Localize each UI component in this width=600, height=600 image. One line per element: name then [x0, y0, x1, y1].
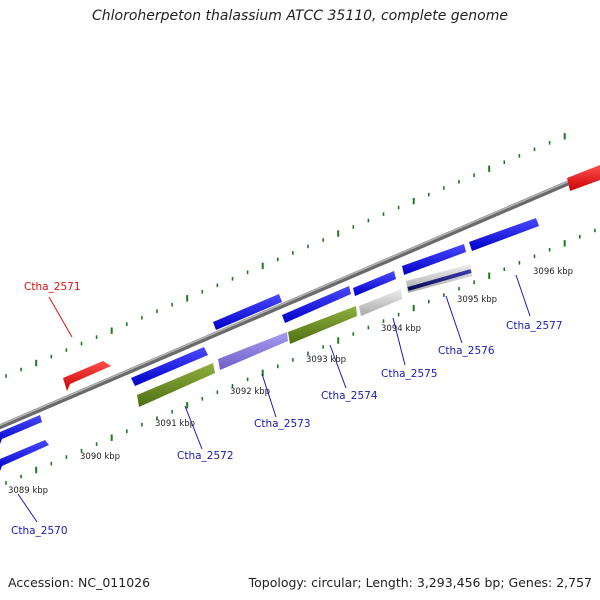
genome-title: Chloroherpeton thalassium ATCC 35110, co… — [92, 8, 508, 24]
gene-feature-left-1[interactable] — [0, 415, 42, 444]
leader-ctha-2577 — [515, 274, 531, 317]
gene-label-ctha-2574[interactable]: Ctha_2574 — [321, 390, 378, 402]
gene-label-ctha-2577[interactable]: Ctha_2577 — [506, 320, 563, 332]
kbp-tick-3094: 3094 kbp — [381, 324, 421, 334]
kbp-tick-3095: 3095 kbp — [457, 295, 497, 305]
gene-feature-right-rna[interactable] — [567, 165, 600, 191]
inner-tick-track — [5, 228, 596, 485]
kbp-tick-3093: 3093 kbp — [306, 355, 346, 365]
gene-feature-ctha-2572-fwd[interactable] — [131, 347, 208, 386]
kbp-tick-3096: 3096 kbp — [533, 267, 573, 277]
leader-ctha-2573 — [261, 373, 277, 418]
kbp-tick-3090: 3090 kbp — [80, 452, 120, 462]
kbp-tick-3089: 3089 kbp — [8, 486, 48, 496]
leader-ctha-2571 — [48, 296, 73, 338]
gene-feature-ctha-2571[interactable] — [63, 361, 111, 391]
gene-feature-ctha-2574[interactable] — [288, 306, 357, 344]
gene-feature-ctha-2573[interactable] — [218, 332, 288, 370]
leader-ctha-2575 — [392, 317, 406, 366]
gene-label-ctha-2576[interactable]: Ctha_2576 — [438, 345, 495, 357]
gene-feature-ctha-2574-fwd[interactable] — [282, 286, 351, 323]
leader-ctha-2572 — [184, 405, 203, 450]
outer-tick-track — [5, 133, 566, 378]
gene-feature-ctha-2573-fwd[interactable] — [213, 294, 282, 330]
leader-ctha-2570 — [17, 493, 38, 523]
gene-label-ctha-2575[interactable]: Ctha_2575 — [381, 368, 438, 380]
gene-feature-ctha-2575-fwd[interactable] — [353, 271, 396, 296]
leader-ctha-2576 — [445, 295, 463, 344]
gene-label-ctha-2572[interactable]: Ctha_2572 — [177, 450, 234, 462]
kbp-tick-3091: 3091 kbp — [155, 419, 195, 429]
gene-feature-ctha-2576-fwd[interactable] — [402, 244, 466, 275]
gene-feature-left-2[interactable] — [0, 440, 49, 471]
kbp-tick-3092: 3092 kbp — [230, 387, 270, 397]
gene-label-ctha-2573[interactable]: Ctha_2573 — [254, 418, 311, 430]
leader-ctha-2574 — [329, 344, 347, 389]
genome-backbone — [0, 166, 600, 430]
gene-label-ctha-2570[interactable]: Ctha_2570 — [11, 525, 68, 537]
summary-label: Topology: circular; Length: 3,293,456 bp… — [248, 575, 592, 590]
gene-feature-ctha-2576-inner — [407, 269, 472, 291]
gene-label-ctha-2571[interactable]: Ctha_2571 — [24, 281, 81, 293]
accession-label: Accession: NC_011026 — [8, 575, 151, 590]
gene-feature-ctha-2577[interactable] — [469, 218, 539, 251]
genome-backbone-highlight — [0, 166, 600, 427]
gene-feature-ctha-2575[interactable] — [359, 289, 402, 316]
gene-feature-ctha-2572[interactable] — [137, 363, 215, 407]
